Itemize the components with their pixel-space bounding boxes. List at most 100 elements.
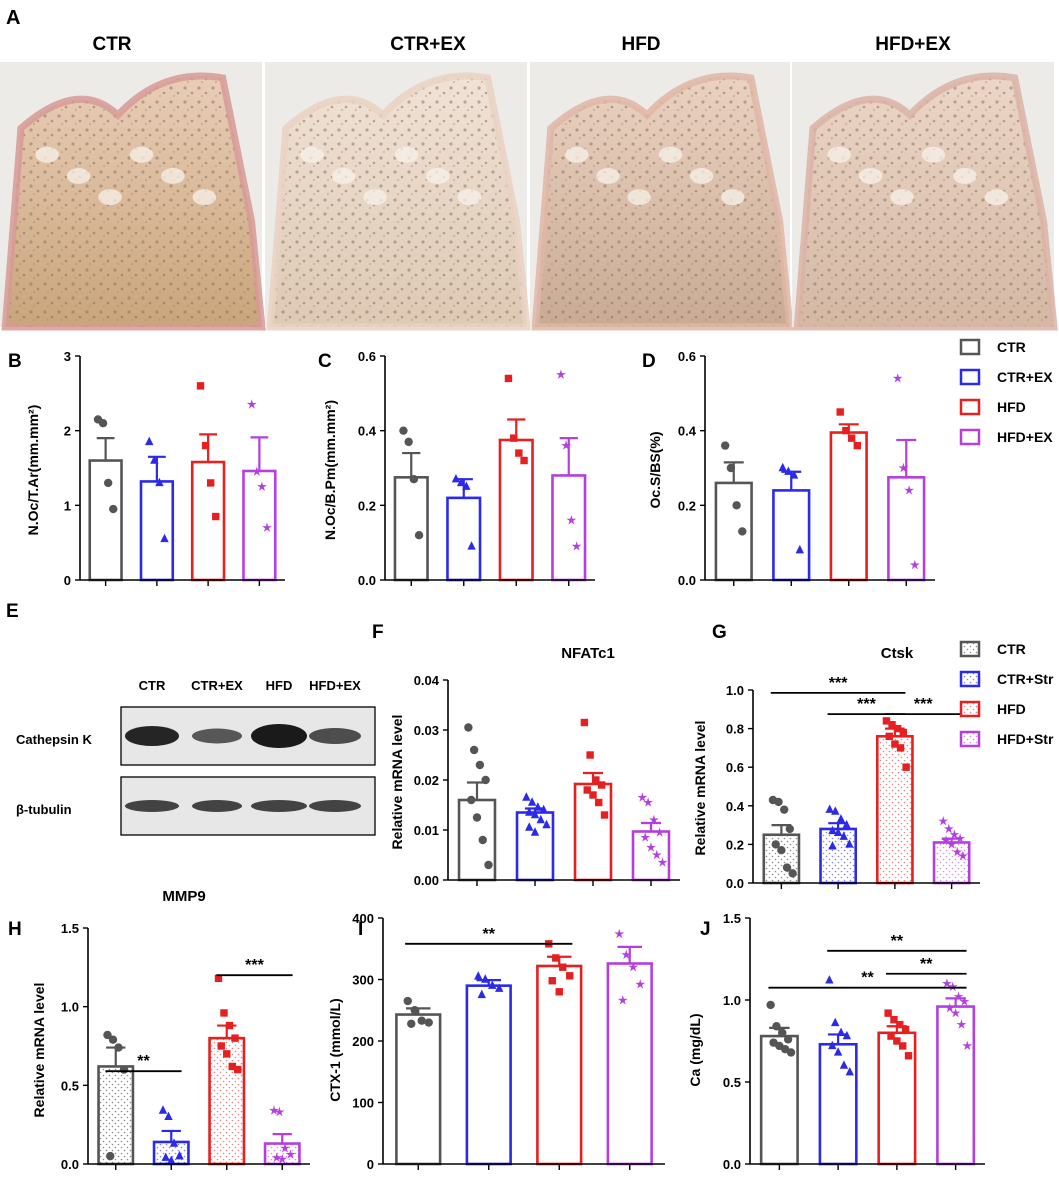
data-point xyxy=(167,1155,176,1165)
data-point xyxy=(842,1030,852,1040)
data-point xyxy=(206,479,215,487)
data-point xyxy=(150,455,159,464)
data-point xyxy=(467,541,476,550)
data-point xyxy=(495,983,504,992)
data-point xyxy=(597,781,606,789)
y-axis-label: Relative mRNA level xyxy=(31,983,47,1118)
y-tick-label: 400 xyxy=(352,911,374,926)
data-point xyxy=(169,1138,179,1147)
data-point xyxy=(269,1105,279,1115)
data-point xyxy=(214,974,223,983)
significance-label: *** xyxy=(245,957,264,974)
data-point xyxy=(409,475,419,484)
data-point xyxy=(504,374,513,383)
data-point xyxy=(424,1018,433,1027)
legend-g-label: CTR+Str xyxy=(997,671,1054,687)
bar xyxy=(875,735,914,885)
data-point xyxy=(899,728,908,737)
data-point xyxy=(944,1003,955,1013)
y-tick-label: 1.5 xyxy=(61,921,79,936)
data-point xyxy=(109,504,118,514)
y-tick-label: 0.6 xyxy=(726,760,744,775)
blot-row-label: β-tubulin xyxy=(16,802,72,817)
y-axis-label: Relative mRNA level xyxy=(692,721,708,856)
data-point xyxy=(571,541,582,551)
data-point xyxy=(943,823,954,834)
data-point xyxy=(552,954,560,962)
y-tick-label: 0.0 xyxy=(723,1157,741,1172)
data-point xyxy=(525,822,534,831)
bar xyxy=(759,1034,799,1166)
blot-band xyxy=(125,726,179,746)
histology-image xyxy=(792,62,1058,331)
data-point xyxy=(772,1022,781,1031)
data-point xyxy=(828,1040,837,1050)
data-point xyxy=(896,1020,904,1029)
data-point xyxy=(533,802,543,811)
data-point xyxy=(212,512,220,521)
bar xyxy=(772,489,811,582)
data-point xyxy=(542,819,551,829)
data-point xyxy=(103,1030,112,1040)
y-tick-label: 0.8 xyxy=(726,722,744,737)
data-point xyxy=(488,980,497,989)
chart-f: F NFATc1 Relative mRNA level 0.00 0.01 0.02 0.… xyxy=(372,622,680,888)
data-point xyxy=(782,863,792,872)
data-point xyxy=(274,1106,285,1117)
data-point xyxy=(778,1028,787,1038)
data-point xyxy=(828,825,837,835)
legend-g-swatch xyxy=(959,700,981,718)
chart-d: D Oc.S/BS(%) 0.0 0.2 0.4 0.6 xyxy=(642,349,935,588)
data-point xyxy=(464,723,473,732)
chart-title: Ctsk xyxy=(881,645,914,662)
bar xyxy=(97,1065,135,1166)
data-point xyxy=(246,399,257,409)
data-point xyxy=(892,373,903,383)
data-point xyxy=(98,419,108,428)
data-point xyxy=(957,850,968,861)
bar xyxy=(139,480,175,582)
legend-top-swatch xyxy=(959,368,981,386)
y-tick-label: 1.0 xyxy=(723,993,741,1008)
chart-i: I CTX-1 (mmol/L) 0 100 200 300 400 ** xyxy=(327,911,665,1172)
data-point xyxy=(842,819,851,829)
chart-title: MMP9 xyxy=(162,888,205,905)
data-point xyxy=(956,1019,967,1029)
data-point xyxy=(474,971,483,980)
data-point xyxy=(481,775,490,785)
data-point xyxy=(410,1006,419,1015)
y-tick-label: 1.0 xyxy=(61,1000,79,1015)
y-tick-label: 0.4 xyxy=(726,799,745,814)
y-tick-label: 0.0 xyxy=(678,573,696,588)
histology-image xyxy=(265,62,531,331)
data-point xyxy=(909,559,920,570)
y-tick-label: 0.4 xyxy=(358,424,377,439)
data-point xyxy=(833,827,843,837)
data-point xyxy=(414,531,424,540)
data-point xyxy=(783,1035,793,1044)
data-point xyxy=(651,849,662,860)
histology-title: CTR xyxy=(92,34,131,55)
significance-label: *** xyxy=(829,675,848,692)
data-point xyxy=(592,776,600,784)
data-point xyxy=(785,824,795,834)
data-point xyxy=(962,1040,973,1051)
data-point xyxy=(262,522,272,532)
blot-band xyxy=(192,728,242,744)
data-point xyxy=(251,466,262,476)
data-point xyxy=(583,786,591,794)
data-point xyxy=(732,501,741,510)
data-point xyxy=(234,1065,242,1074)
chart-j: J Ca (mg/dL) 0.0 0.5 1.0 1.5 ** ** ** xyxy=(687,911,985,1172)
data-point xyxy=(784,466,793,475)
bar xyxy=(819,827,858,885)
significance-label: ** xyxy=(137,1053,150,1070)
histology-title: HFD xyxy=(621,34,660,55)
data-point xyxy=(566,972,574,980)
data-point xyxy=(845,1066,854,1076)
y-axis-label: Relative mRNA level xyxy=(389,715,405,850)
y-tick-label: 1 xyxy=(64,498,71,513)
data-point xyxy=(777,845,786,855)
significance-label: ** xyxy=(861,970,874,987)
legend-top-swatch xyxy=(959,398,981,416)
